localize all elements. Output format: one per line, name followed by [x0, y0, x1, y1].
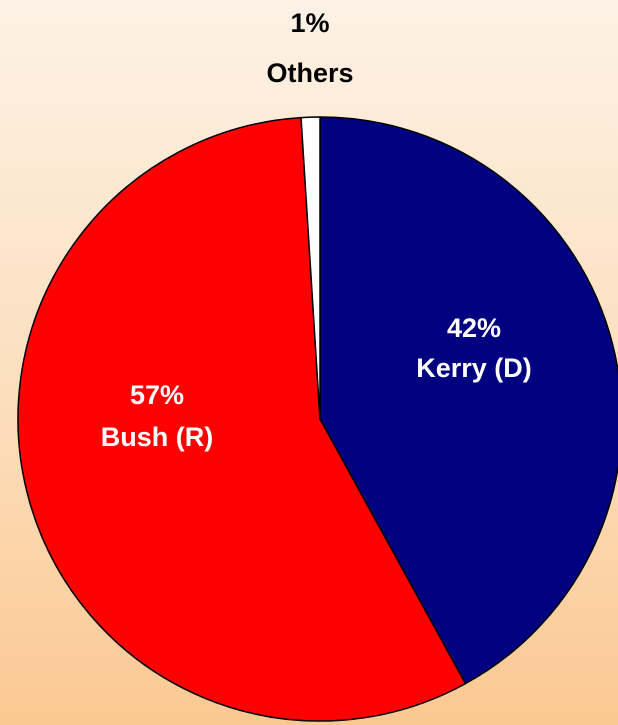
- slice-kerry: [319, 116, 618, 685]
- slice-kerry-percent: 42%: [447, 313, 501, 343]
- slice-others-name: Others: [266, 58, 353, 88]
- slice-bush-percent: 57%: [130, 380, 184, 410]
- slice-bush: [17, 116, 467, 722]
- slice-bush-name: Bush (R): [101, 422, 213, 452]
- slice-others: [300, 116, 321, 420]
- slice-others-percent: 1%: [290, 8, 329, 38]
- slice-kerry-name: Kerry (D): [416, 353, 532, 383]
- pie-slices: [17, 116, 618, 722]
